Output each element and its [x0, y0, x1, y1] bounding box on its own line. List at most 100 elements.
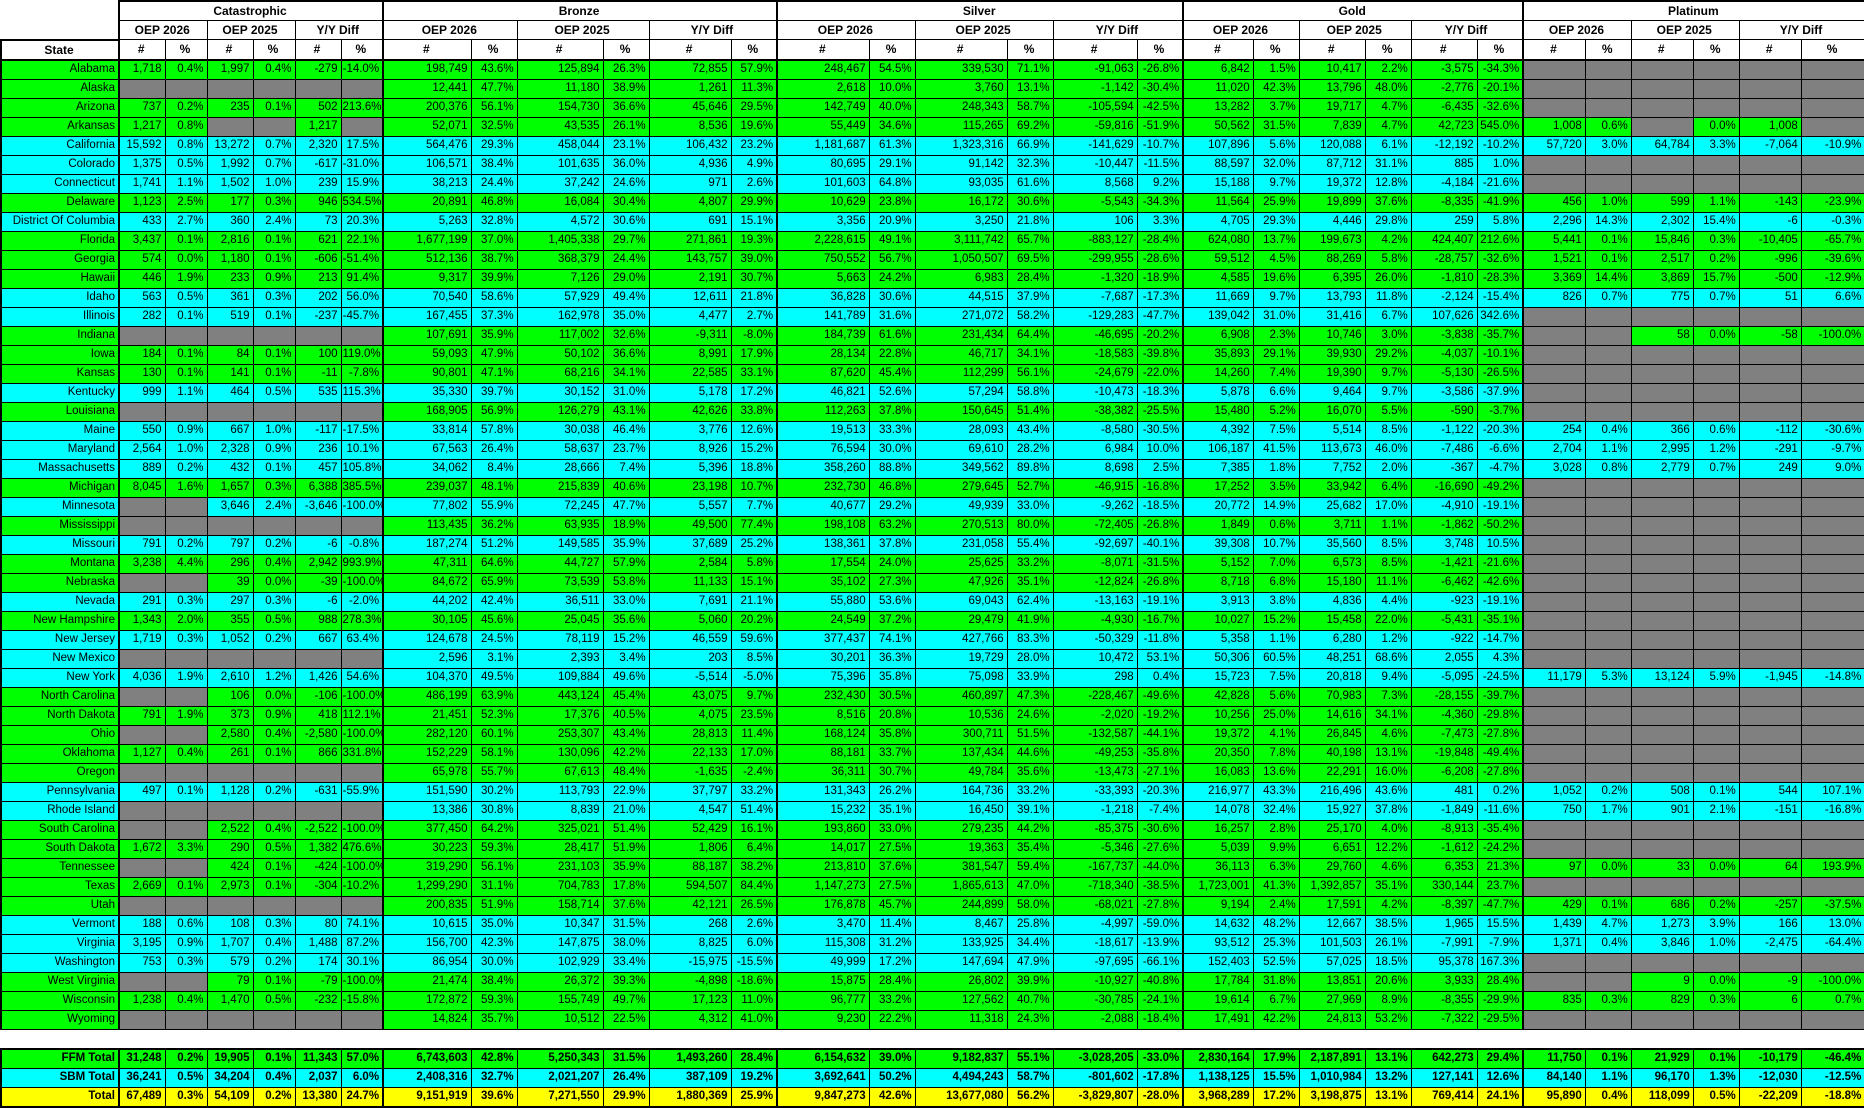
data-cell[interactable]: 10,256 [1182, 705, 1254, 726]
data-cell[interactable]: -33.0% [1136, 1047, 1184, 1069]
data-cell[interactable]: -117 [294, 420, 342, 441]
data-cell[interactable]: 73 [294, 211, 342, 232]
data-cell[interactable] [1630, 477, 1694, 498]
data-cell[interactable] [1692, 1009, 1740, 1030]
data-cell[interactable]: 33.1% [730, 363, 778, 384]
data-cell[interactable]: 35.0% [602, 306, 650, 327]
data-cell[interactable]: 24,813 [1298, 1009, 1366, 1030]
data-cell[interactable]: 15,592 [118, 135, 166, 156]
data-cell[interactable]: -14.8% [1800, 667, 1864, 688]
data-cell[interactable]: 199,673 [1298, 230, 1366, 251]
data-cell[interactable]: 61.3% [868, 135, 916, 156]
data-cell[interactable]: 80,695 [776, 154, 870, 175]
data-cell[interactable]: 3.3% [164, 838, 208, 859]
data-cell[interactable]: 106 [206, 686, 254, 707]
data-cell[interactable]: 4,936 [648, 154, 732, 175]
data-cell[interactable]: -167,737 [1052, 857, 1138, 878]
data-cell[interactable]: 68.6% [1364, 648, 1412, 669]
data-cell[interactable]: 41.5% [1252, 439, 1300, 460]
data-cell[interactable]: 8,536 [648, 116, 732, 137]
data-cell[interactable] [294, 78, 342, 99]
data-cell[interactable]: 16.0% [1364, 762, 1412, 783]
data-cell[interactable]: 31.1% [470, 876, 518, 897]
data-cell[interactable]: 57,294 [914, 382, 1008, 403]
data-cell[interactable]: 71.1% [1006, 59, 1054, 80]
data-cell[interactable]: 446 [118, 268, 166, 289]
data-cell[interactable]: 0.4% [164, 990, 208, 1011]
data-cell[interactable] [118, 800, 166, 821]
data-cell[interactable]: 48.1% [470, 477, 518, 498]
data-cell[interactable] [1584, 306, 1632, 327]
data-cell[interactable]: -27.6% [1136, 838, 1184, 859]
data-cell[interactable] [252, 78, 296, 99]
data-cell[interactable] [1800, 477, 1864, 498]
data-cell[interactable]: -0.8% [340, 534, 384, 555]
data-cell[interactable] [1522, 477, 1586, 498]
data-cell[interactable]: 47,926 [914, 572, 1008, 593]
data-cell[interactable] [118, 1009, 166, 1030]
data-cell[interactable]: 13,851 [1298, 971, 1366, 992]
data-cell[interactable]: 49.7% [602, 990, 650, 1011]
data-cell[interactable]: 28.4% [1476, 971, 1524, 992]
period-header-gold-y-y-diff[interactable]: Y/Y Diff [1410, 20, 1524, 40]
data-cell[interactable]: 9.7% [1364, 382, 1412, 403]
data-cell[interactable]: 176,878 [776, 895, 870, 916]
data-cell[interactable]: 151,590 [382, 781, 472, 802]
data-cell[interactable]: 53.1% [1136, 648, 1184, 669]
data-cell[interactable]: 8.9% [1364, 990, 1412, 1011]
data-cell[interactable]: -718,340 [1052, 876, 1138, 897]
data-cell[interactable]: -32.6% [1476, 97, 1524, 118]
data-cell[interactable] [340, 1009, 384, 1030]
total-label-cell[interactable]: SBM Total [0, 1067, 120, 1088]
data-cell[interactable]: 458,044 [516, 135, 604, 156]
data-cell[interactable] [1522, 572, 1586, 593]
data-cell[interactable]: 574 [118, 249, 166, 270]
data-cell[interactable] [1738, 819, 1802, 840]
data-cell[interactable] [164, 401, 208, 422]
data-cell[interactable]: 3,250 [914, 211, 1008, 232]
data-cell[interactable]: 25.0% [1252, 705, 1300, 726]
data-cell[interactable]: 0.4% [164, 743, 208, 764]
data-cell[interactable]: 55,449 [776, 116, 870, 137]
data-cell[interactable]: -30.6% [1136, 819, 1184, 840]
data-cell[interactable]: 12,667 [1298, 914, 1366, 935]
data-cell[interactable]: 25.9% [1252, 192, 1300, 213]
data-cell[interactable] [1738, 838, 1802, 859]
data-cell[interactable]: -10.2% [1476, 135, 1524, 156]
data-cell[interactable]: 130,096 [516, 743, 604, 764]
data-cell[interactable]: 3,356 [776, 211, 870, 232]
data-cell[interactable]: 34.1% [1006, 344, 1054, 365]
data-cell[interactable]: -237 [294, 306, 342, 327]
data-cell[interactable]: -100.0% [1800, 971, 1864, 992]
data-cell[interactable]: 1.9% [164, 705, 208, 726]
data-cell[interactable]: 279,235 [914, 819, 1008, 840]
state-cell[interactable]: Colorado [0, 154, 120, 175]
data-cell[interactable]: 0.3% [164, 952, 208, 973]
data-cell[interactable]: 10.7% [1252, 534, 1300, 555]
data-cell[interactable] [1738, 382, 1802, 403]
data-cell[interactable]: 2,596 [382, 648, 472, 669]
data-cell[interactable]: 213.6% [340, 97, 384, 118]
data-cell[interactable]: 4.6% [1364, 724, 1412, 745]
data-cell[interactable]: 65,978 [382, 762, 472, 783]
data-cell[interactable]: 1.2% [252, 667, 296, 688]
data-cell[interactable]: 19,363 [914, 838, 1008, 859]
data-cell[interactable]: 2,669 [118, 876, 166, 897]
data-cell[interactable] [1738, 876, 1802, 897]
data-cell[interactable]: 8,839 [516, 800, 604, 821]
data-cell[interactable]: 0.5% [164, 1067, 208, 1088]
measure-header[interactable]: % [1364, 39, 1412, 61]
data-cell[interactable]: 2.0% [164, 610, 208, 631]
data-cell[interactable]: 2.3% [1252, 325, 1300, 346]
data-cell[interactable]: 1.1% [1584, 1067, 1632, 1088]
data-cell[interactable]: 1,493,260 [648, 1047, 732, 1069]
data-cell[interactable]: 901 [1630, 800, 1694, 821]
data-cell[interactable] [1692, 553, 1740, 574]
data-cell[interactable]: 24,549 [776, 610, 870, 631]
data-cell[interactable]: 20.8% [868, 705, 916, 726]
data-cell[interactable]: -606 [294, 249, 342, 270]
data-cell[interactable]: 107,691 [382, 325, 472, 346]
data-cell[interactable]: -23.9% [1800, 192, 1864, 213]
data-cell[interactable]: 282 [118, 306, 166, 327]
data-cell[interactable]: -13,473 [1052, 762, 1138, 783]
